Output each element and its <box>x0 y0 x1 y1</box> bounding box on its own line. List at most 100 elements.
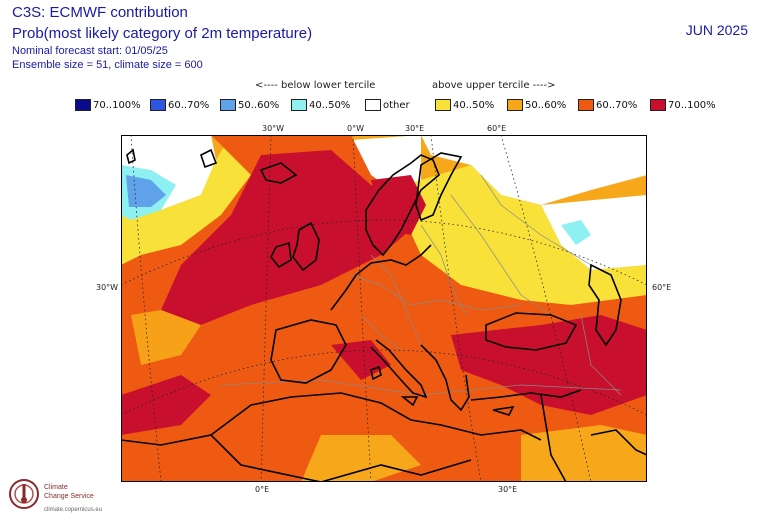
graticule <box>121 135 647 482</box>
legend-label: 70..100% <box>93 99 141 111</box>
color-legend: 70..100% 60..70% 50..60% 40..50% other 4… <box>75 99 735 115</box>
field-other <box>541 195 647 270</box>
probability-map <box>121 135 647 482</box>
coastline <box>400 396 419 407</box>
legend-label: other <box>383 99 410 111</box>
coastline <box>330 244 432 311</box>
legend-item: other <box>365 99 410 111</box>
above-tercile-label: above upper tercile ----> <box>432 80 556 91</box>
coastline <box>121 434 472 482</box>
graticule-line <box>260 135 272 482</box>
legend-item: 40..50% <box>291 99 350 111</box>
legend-label: 40..50% <box>453 99 495 111</box>
legend-swatch <box>150 99 166 111</box>
coastline <box>540 394 567 482</box>
border-line <box>450 194 552 316</box>
field-below-40-50 <box>561 220 591 245</box>
field-70-100 <box>161 150 416 325</box>
legend-label: 40..50% <box>309 99 351 111</box>
border-line <box>370 254 422 346</box>
field-other <box>421 135 647 205</box>
coastline <box>259 162 298 184</box>
legend-item: 40..50% <box>435 99 494 111</box>
grid-label-top: 0°W <box>347 124 364 133</box>
coastline <box>370 339 428 399</box>
field-70-100 <box>331 340 391 380</box>
legend-label: 70..100% <box>668 99 716 111</box>
ensemble-size: Ensemble size = 51, climate size = 600 <box>12 59 203 71</box>
legend-label: 50..60% <box>525 99 567 111</box>
legend-item: 50..60% <box>220 99 279 111</box>
logo-text: Climate <box>44 484 68 491</box>
legend-swatch <box>291 99 307 111</box>
legend-swatch <box>578 99 594 111</box>
legend-item: 60..70% <box>578 99 637 111</box>
legend-item: 60..70% <box>150 99 209 111</box>
graticule-line <box>130 135 162 482</box>
field-70-100 <box>371 175 426 235</box>
graticule-line <box>500 135 592 482</box>
logo-ring <box>9 479 39 509</box>
coastline <box>200 148 218 169</box>
coastline <box>370 365 382 381</box>
map-frame <box>121 135 647 482</box>
coastline <box>588 263 622 347</box>
coastlines <box>121 148 647 482</box>
logo-url: climate.copernicus.eu <box>44 507 103 513</box>
chart-subtitle: Prob(most likely category of 2m temperat… <box>12 25 313 42</box>
coastline <box>492 405 515 416</box>
border-line <box>360 314 402 351</box>
legend-swatch <box>435 99 451 111</box>
c3s-logo: Climate Change Service climate.copernicu… <box>6 474 126 518</box>
coastline <box>365 154 440 257</box>
legend-label: 60..70% <box>596 99 638 111</box>
below-tercile-label: <---- below lower tercile <box>255 80 376 91</box>
coastline <box>270 241 292 269</box>
chart-title: C3S: ECMWF contribution <box>12 4 188 21</box>
coastline <box>590 429 647 456</box>
border-line <box>480 174 592 266</box>
legend-swatch <box>650 99 666 111</box>
grid-label-top: 30°W <box>262 124 285 133</box>
grid-label-right: 60°E <box>652 283 672 292</box>
legend-label: 60..70% <box>168 99 210 111</box>
border-line <box>580 314 622 396</box>
coastline <box>485 312 578 351</box>
grid-label-left: 30°W <box>96 283 119 292</box>
coastline <box>415 152 463 222</box>
coastline <box>420 344 470 412</box>
border-line <box>350 274 522 311</box>
grid-label-top: 60°E <box>487 124 507 133</box>
grid-label-bottom: 0°E <box>255 485 270 494</box>
logo-thermometer <box>22 484 26 498</box>
coastline <box>292 221 320 272</box>
field-40-50 <box>121 135 261 265</box>
forecast-start: Nominal forecast start: 01/05/25 <box>12 45 168 57</box>
legend-swatch <box>365 99 381 111</box>
coastline <box>210 392 542 441</box>
legend-swatch <box>507 99 523 111</box>
field-below-50-60 <box>126 175 166 207</box>
field-70-100 <box>121 375 211 435</box>
coastline <box>126 148 136 165</box>
logo-text: Change Service <box>44 493 94 500</box>
coastline <box>270 319 347 384</box>
forecast-month: JUN 2025 <box>685 22 748 38</box>
graticule-line <box>352 135 372 482</box>
legend-item: 70..100% <box>650 99 716 111</box>
grid-label-top: 30°E <box>405 124 425 133</box>
border-line <box>420 224 467 316</box>
logo-bulb <box>21 497 27 503</box>
grid-label-bottom: 30°E <box>498 485 518 494</box>
graticule-line <box>430 135 482 482</box>
field-50-60 <box>301 435 421 482</box>
legend-swatch <box>75 99 91 111</box>
field-50-60 <box>521 425 647 482</box>
legend-item: 50..60% <box>507 99 566 111</box>
coastline <box>470 389 582 401</box>
field-70-100 <box>451 315 647 415</box>
legend-swatch <box>220 99 236 111</box>
copernicus-logo-icon <box>9 479 39 509</box>
legend-label: 50..60% <box>238 99 280 111</box>
legend-item: 70..100% <box>75 99 141 111</box>
